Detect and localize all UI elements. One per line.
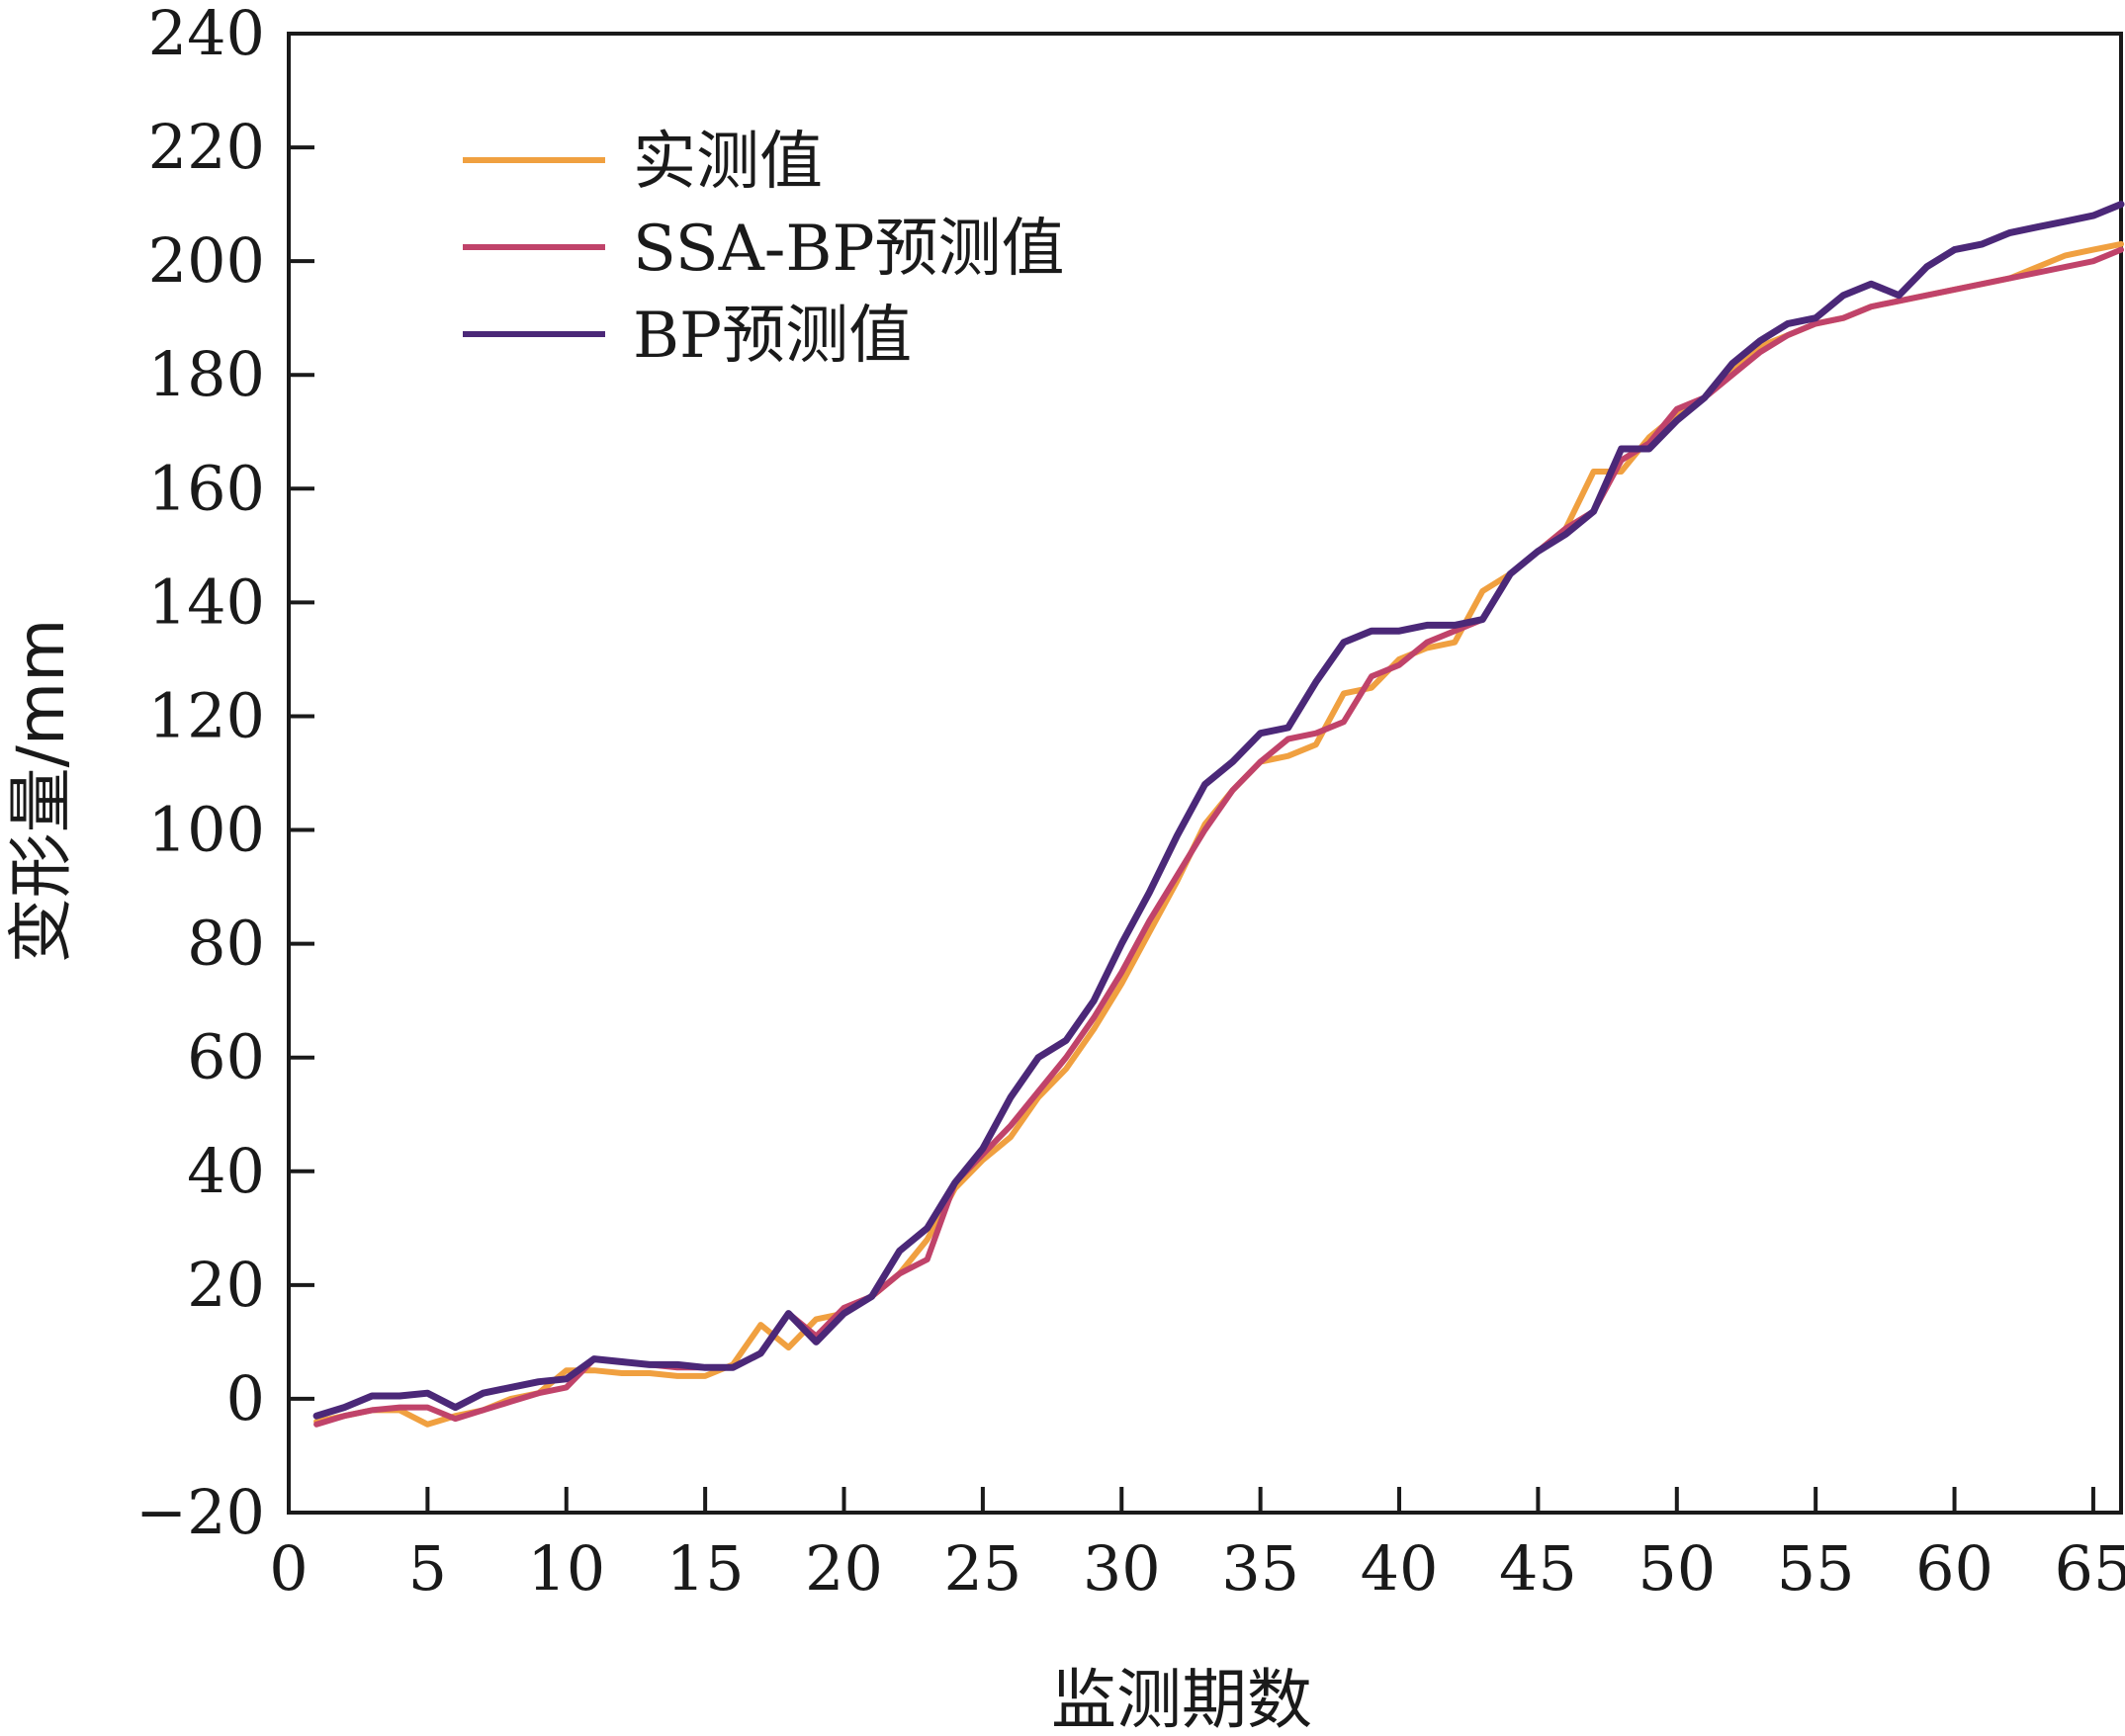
x-tick-label: 35 (1221, 1532, 1299, 1605)
x-axis: 0 5 10 15 20 25 30 35 40 45 50 55 60 65 (269, 1487, 2125, 1605)
x-tick-label: 0 (269, 1532, 308, 1605)
x-tick-label: 40 (1361, 1532, 1439, 1605)
y-tick-label: 160 (148, 452, 265, 524)
x-tick-label: 10 (527, 1532, 605, 1605)
x-tick-label: 55 (1777, 1532, 1855, 1605)
x-tick-label: 30 (1083, 1532, 1161, 1605)
legend-label-1: 实测值 (633, 126, 823, 199)
legend: 实测值 SSA-BP预测值 BP预测值 (463, 126, 1065, 373)
x-tick-label: 15 (666, 1532, 745, 1605)
y-tick-label: 120 (148, 679, 265, 751)
y-tick-label: 100 (148, 794, 265, 866)
legend-label-2: SSA-BP预测值 (633, 213, 1065, 286)
x-tick-label: 60 (1915, 1532, 1993, 1605)
plot-frame (287, 32, 2123, 1515)
x-axis-title: 监测期数 (1051, 1662, 1312, 1736)
series-line-2 (313, 246, 2124, 1428)
x-tick-label: 5 (408, 1532, 447, 1605)
y-tick-label: 60 (187, 1021, 265, 1093)
y-tick-label: 0 (226, 1362, 265, 1434)
y-tick-label: 20 (187, 1249, 265, 1321)
y-tick-label: 180 (148, 338, 265, 410)
y-tick-label: −20 (135, 1476, 265, 1548)
y-tick-label: 240 (148, 0, 265, 69)
x-tick-label: 20 (805, 1532, 883, 1605)
x-tick-label: 65 (2054, 1532, 2125, 1605)
y-axis: −20 0 20 40 60 80 100 120 140 160 180 200 220 240 (135, 0, 314, 1548)
y-tick-label: 80 (187, 908, 265, 980)
y-tick-label: 40 (187, 1135, 265, 1207)
y-tick-label: 200 (148, 224, 265, 297)
series-line-1 (313, 240, 2124, 1428)
series-line-3 (312, 201, 2125, 1420)
y-tick-label: 140 (148, 565, 265, 638)
series-lines (312, 201, 2125, 1428)
legend-label-3: BP预测值 (633, 300, 912, 373)
x-tick-label: 25 (943, 1532, 1021, 1605)
y-tick-label: 220 (148, 111, 265, 183)
x-tick-label: 45 (1499, 1532, 1577, 1605)
x-tick-label: 50 (1638, 1532, 1716, 1605)
y-axis-title: 变形量/mm (3, 619, 79, 964)
